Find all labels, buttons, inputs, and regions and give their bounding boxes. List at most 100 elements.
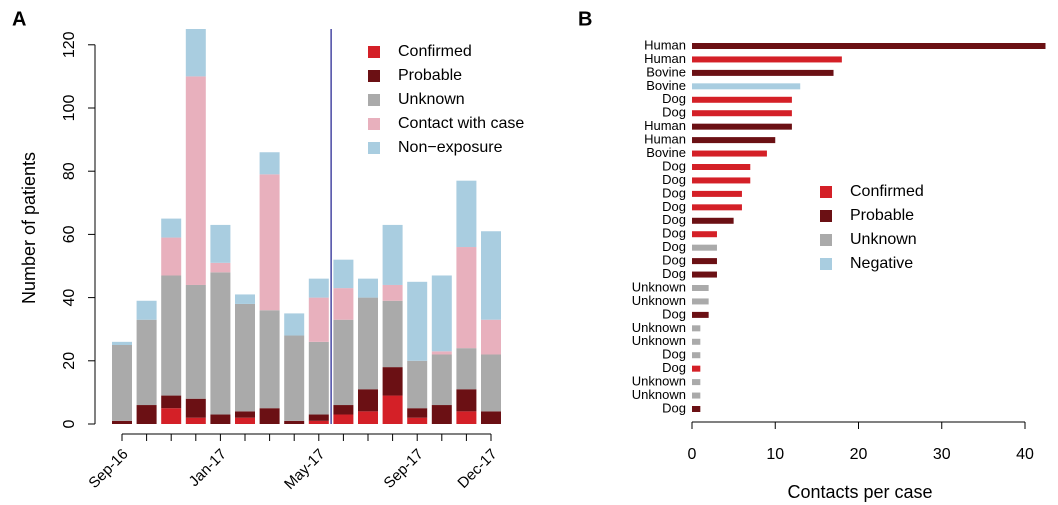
row-label: Dog <box>662 347 686 362</box>
row-label: Dog <box>662 253 686 268</box>
bar <box>692 177 751 184</box>
bar-segment <box>185 76 206 285</box>
bar-segment <box>407 408 428 418</box>
bar-segment <box>161 395 182 409</box>
bar <box>692 379 701 386</box>
bar-segment <box>431 275 452 352</box>
x-tick-label: Jan-17 <box>186 446 230 490</box>
x-tick-label: Sep-16 <box>85 446 131 492</box>
row-label: Dog <box>662 212 686 227</box>
bar-segment <box>259 408 280 424</box>
legend-swatch <box>820 186 832 198</box>
y-tick-label: 0 <box>61 419 78 428</box>
x-tick-label: Sep-17 <box>381 446 427 492</box>
bar <box>692 352 701 359</box>
panel-label: B <box>578 8 592 30</box>
x-tick-label: May-17 <box>281 446 328 493</box>
bar-segment <box>185 29 206 77</box>
bar-segment <box>161 237 182 276</box>
x-tick-label: 20 <box>850 446 868 463</box>
bar-segment <box>112 345 132 421</box>
legend-label: Confirmed <box>398 43 472 60</box>
bar <box>692 164 751 170</box>
y-axis-label: Number of patients <box>19 152 39 304</box>
legend-swatch <box>368 46 380 58</box>
bar <box>692 325 701 332</box>
row-label: Dog <box>662 185 686 200</box>
bar-segment <box>185 417 206 424</box>
legend-label: Negative <box>850 255 913 272</box>
bar <box>692 338 701 345</box>
bar <box>692 137 776 144</box>
bar-segment <box>333 405 354 415</box>
legend-label: Unknown <box>398 91 465 108</box>
bar <box>692 123 792 130</box>
bar-segment <box>333 414 354 424</box>
y-tick-label: 120 <box>61 31 78 58</box>
bar-segment <box>431 405 452 424</box>
legend-label: Probable <box>398 67 462 84</box>
bar <box>692 285 709 291</box>
bar-segment <box>382 395 403 424</box>
bar-segment <box>358 278 378 298</box>
bar-segment <box>407 417 428 424</box>
legend-label: Non−exposure <box>398 139 503 156</box>
bar <box>692 96 792 103</box>
legend-label: Probable <box>850 207 914 224</box>
bar-segment <box>185 398 206 418</box>
bar-segment <box>235 411 255 418</box>
bar <box>692 311 709 318</box>
bar <box>692 150 767 157</box>
y-tick-label: 100 <box>61 95 78 122</box>
bar-segment <box>161 275 182 396</box>
row-label: Unknown <box>632 333 686 348</box>
legend-label: Confirmed <box>850 183 924 200</box>
row-label: Bovine <box>646 145 686 160</box>
bar-segment <box>456 411 477 424</box>
bar-segment <box>431 354 452 406</box>
bars-b <box>692 43 1046 412</box>
x-tick-label: 10 <box>766 446 784 463</box>
bar-segment <box>284 335 305 421</box>
bar-segment <box>210 414 231 424</box>
bar-segment <box>235 294 255 304</box>
bar-segment <box>112 341 132 345</box>
bar-segment <box>456 247 477 349</box>
y-tick-label: 60 <box>61 225 78 243</box>
row-label: Dog <box>662 158 686 173</box>
row-label: Dog <box>662 266 686 281</box>
bar-segment <box>259 310 280 409</box>
bar-segment <box>333 259 354 289</box>
bar <box>692 406 701 412</box>
bar-segment <box>358 411 378 424</box>
bar-segment <box>481 231 501 320</box>
bar-segment <box>308 278 329 298</box>
bar-segment <box>456 180 477 248</box>
bar-segment <box>431 351 452 355</box>
bar-segment <box>481 354 501 412</box>
x-tick-label: 40 <box>1016 446 1034 463</box>
bar <box>692 258 717 265</box>
bar-segment <box>235 417 255 424</box>
bar-segment <box>382 224 403 285</box>
row-label: Human <box>644 37 686 52</box>
bar <box>692 217 734 224</box>
row-label: Unknown <box>632 293 686 308</box>
bar-segment <box>358 297 378 390</box>
bar-segment <box>333 319 354 406</box>
bar-segment <box>112 420 132 424</box>
row-label: Human <box>644 51 686 66</box>
bar-segment <box>161 218 182 238</box>
bar <box>692 271 717 278</box>
bar-segment <box>308 341 329 415</box>
bar <box>692 298 709 305</box>
legend-swatch <box>820 258 832 270</box>
bar-segment <box>259 152 280 175</box>
legend-swatch <box>368 142 380 154</box>
bar-segment <box>382 284 403 301</box>
bar <box>692 56 842 63</box>
bar <box>692 365 701 372</box>
row-label: Dog <box>662 360 686 375</box>
bar-segment <box>136 405 157 424</box>
